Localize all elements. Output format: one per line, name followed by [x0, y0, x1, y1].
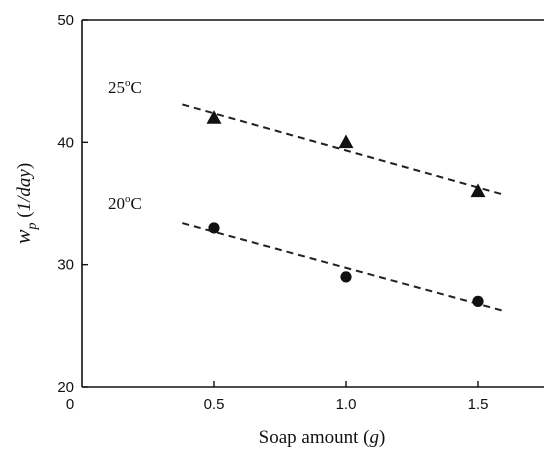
y-axis-title: wp (1/day) [10, 163, 40, 244]
y-tick-label: 20 [57, 379, 74, 396]
y-axis-title-paren: ) [14, 163, 35, 169]
y-tick-label: 30 [57, 257, 74, 274]
data-point-triangle [470, 183, 486, 198]
data-point-circle [340, 271, 352, 283]
series-label-unit: C [131, 194, 142, 213]
x-axis-title-text: Soap amount [259, 427, 364, 448]
x-tick-label: 1.5 [468, 396, 489, 413]
x-axis-title-paren: ( [363, 427, 369, 448]
series-label-value: 25 [108, 78, 125, 97]
x-tick-label: 0.5 [204, 396, 225, 413]
x-origin-label: 0 [66, 396, 74, 413]
data-point-circle [472, 295, 484, 307]
series-label-unit: C [131, 78, 142, 97]
y-tick-label: 40 [57, 134, 74, 151]
plot-layer [81, 19, 544, 388]
series-label: 20oC [108, 193, 142, 213]
x-axis-title-unit: g [370, 427, 380, 448]
y-axis-title-symbol: w [10, 229, 35, 244]
x-tick-label: 1.0 [336, 396, 357, 413]
y-axis-title-paren: ( [14, 211, 35, 222]
y-axis-title-unit: 1/day [14, 169, 35, 212]
y-axis-title-subscript: p [25, 222, 40, 230]
x-axis-title: Soap amount (g) [259, 427, 386, 448]
fit-line [182, 222, 505, 313]
y-tick-label: 50 [57, 12, 74, 29]
data-point-triangle [206, 110, 222, 124]
series-label-degree: o [125, 193, 131, 205]
series-label: 25oC [108, 77, 142, 97]
series-label-value: 20 [108, 194, 125, 213]
x-axis-title-paren: ) [379, 427, 385, 448]
data-point-triangle [338, 134, 354, 149]
series-label-degree: o [125, 77, 131, 89]
data-point-circle [208, 222, 220, 234]
fit-line [182, 103, 505, 196]
